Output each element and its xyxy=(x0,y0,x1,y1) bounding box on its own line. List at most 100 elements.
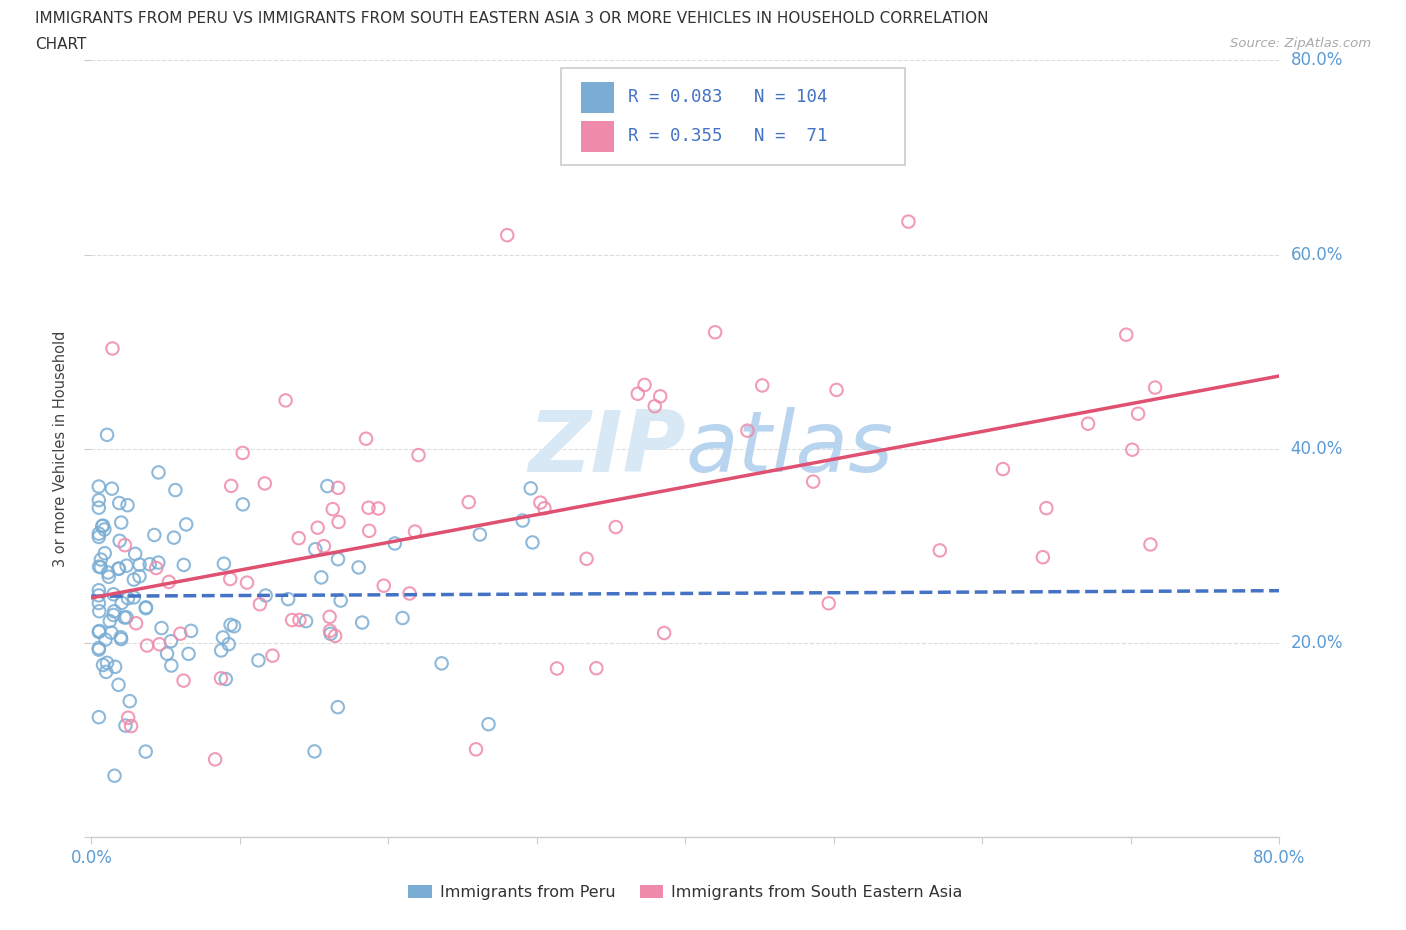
Point xyxy=(468,527,491,542)
Point xyxy=(173,557,195,572)
Point xyxy=(103,587,125,602)
Point xyxy=(219,478,242,493)
Point xyxy=(512,513,534,528)
Point xyxy=(97,569,120,584)
Text: ZIP: ZIP xyxy=(527,407,685,490)
Point xyxy=(124,547,146,562)
Point xyxy=(160,658,183,673)
Point xyxy=(148,555,170,570)
Point xyxy=(1115,327,1137,342)
Point xyxy=(825,382,848,397)
Point xyxy=(114,610,136,625)
Point xyxy=(209,671,232,685)
Point xyxy=(117,591,139,605)
Point xyxy=(328,514,350,529)
Point xyxy=(107,677,129,692)
Point xyxy=(87,479,110,494)
Bar xyxy=(581,121,614,152)
Point xyxy=(316,479,339,494)
Point xyxy=(801,474,824,489)
Point xyxy=(357,500,380,515)
Point xyxy=(148,465,170,480)
Point xyxy=(1126,406,1149,421)
Point xyxy=(430,656,453,671)
Point xyxy=(108,533,131,548)
Point xyxy=(1035,500,1057,515)
Point xyxy=(125,616,148,631)
Point xyxy=(143,527,166,542)
Point xyxy=(204,751,226,766)
Point xyxy=(111,595,134,610)
Point xyxy=(94,664,117,679)
Point xyxy=(897,214,920,229)
Point xyxy=(318,609,340,624)
Point xyxy=(219,618,242,632)
Point xyxy=(114,718,136,733)
Point xyxy=(87,588,110,603)
Text: 60.0%: 60.0% xyxy=(1291,246,1343,263)
Point xyxy=(89,604,111,618)
Point xyxy=(118,694,141,709)
Point xyxy=(219,572,242,587)
Point xyxy=(93,522,115,537)
Point xyxy=(737,423,759,438)
Text: R = 0.083   N = 104: R = 0.083 N = 104 xyxy=(628,88,828,106)
Text: 40.0%: 40.0% xyxy=(1291,440,1343,458)
Point xyxy=(529,495,551,510)
Point xyxy=(232,445,254,460)
Text: 80.0%: 80.0% xyxy=(1291,51,1343,70)
Point xyxy=(329,593,352,608)
Point xyxy=(87,559,110,574)
Point xyxy=(107,561,129,576)
Point xyxy=(323,629,346,644)
Point xyxy=(585,661,607,676)
Point xyxy=(110,631,132,646)
Point xyxy=(169,626,191,641)
Point xyxy=(311,570,333,585)
Point xyxy=(319,623,342,638)
Point xyxy=(89,623,111,638)
Point xyxy=(165,483,187,498)
Point xyxy=(120,719,142,734)
Point xyxy=(249,597,271,612)
Point xyxy=(101,341,124,356)
Point xyxy=(110,630,132,644)
Point xyxy=(704,325,727,339)
Point xyxy=(347,560,370,575)
Point xyxy=(457,495,479,510)
Point xyxy=(522,535,544,550)
Point xyxy=(135,601,157,616)
Point xyxy=(262,648,284,663)
FancyBboxPatch shape xyxy=(561,68,905,166)
Point xyxy=(91,658,114,672)
Point xyxy=(87,583,110,598)
Point xyxy=(373,578,395,593)
Text: atlas: atlas xyxy=(685,407,893,490)
Point xyxy=(122,590,145,604)
Point xyxy=(103,768,125,783)
Point xyxy=(156,646,179,661)
Point xyxy=(319,626,342,641)
Point xyxy=(633,378,655,392)
Point xyxy=(817,596,839,611)
Point xyxy=(87,500,110,515)
Point xyxy=(136,638,159,653)
Point xyxy=(326,699,349,714)
Point xyxy=(96,428,118,443)
Bar xyxy=(581,82,614,113)
Point xyxy=(87,643,110,658)
Point xyxy=(163,530,186,545)
Point xyxy=(354,432,377,446)
Point xyxy=(145,561,167,576)
Point xyxy=(322,501,344,516)
Text: IMMIGRANTS FROM PERU VS IMMIGRANTS FROM SOUTH EASTERN ASIA 3 OR MORE VEHICLES IN: IMMIGRANTS FROM PERU VS IMMIGRANTS FROM … xyxy=(35,11,988,26)
Point xyxy=(128,557,150,572)
Point xyxy=(236,575,259,590)
Point xyxy=(104,659,127,674)
Point xyxy=(87,624,110,639)
Point xyxy=(150,620,173,635)
Point xyxy=(1032,550,1054,565)
Point xyxy=(304,744,326,759)
Point xyxy=(281,613,304,628)
Point xyxy=(326,551,349,566)
